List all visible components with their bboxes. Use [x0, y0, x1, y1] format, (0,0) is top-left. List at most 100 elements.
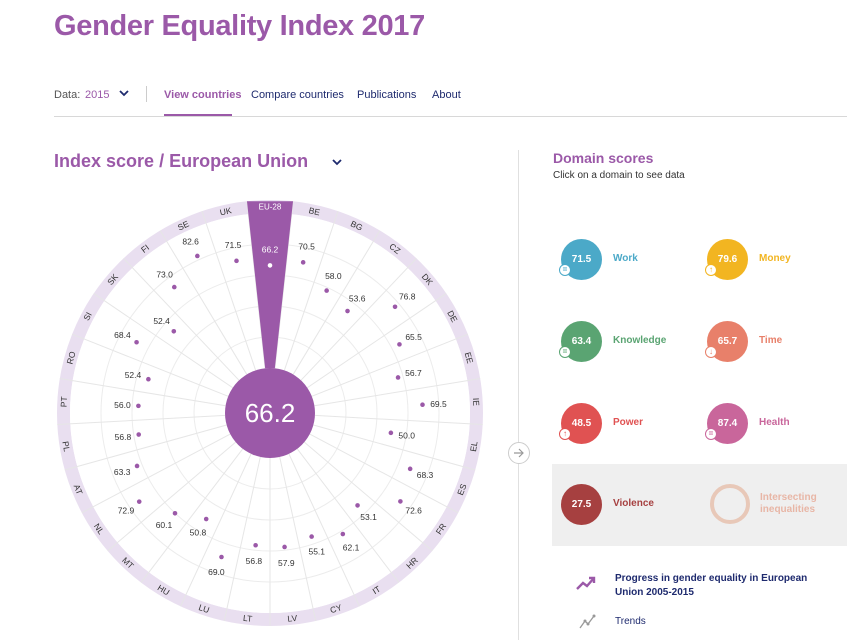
- tab-publications[interactable]: Publications: [357, 89, 417, 101]
- country-label: ES: [455, 482, 469, 497]
- center-circle: [225, 368, 315, 458]
- domain-health[interactable]: 87.4 = Health: [699, 400, 849, 450]
- grid-line: [93, 293, 234, 389]
- domain-time[interactable]: 65.7 ↓ Time: [699, 318, 849, 368]
- domain-scores-title: Domain scores: [553, 150, 654, 166]
- country-label: LV: [287, 613, 298, 624]
- trend-up-arrow-icon: [576, 576, 596, 590]
- grid-line: [300, 258, 417, 381]
- data-point: [195, 253, 200, 259]
- data-point: [324, 288, 329, 293]
- data-label: 58.0: [325, 271, 342, 281]
- trends-link[interactable]: Trends: [615, 616, 646, 627]
- grid-line: [57, 414, 226, 426]
- data-point: [395, 375, 401, 380]
- grid-line: [309, 433, 459, 514]
- data-year-label: Data:: [54, 89, 81, 101]
- data-point: [171, 284, 177, 290]
- data-label: 55.1: [308, 547, 325, 557]
- domain-scores-subtitle: Click on a domain to see data: [553, 170, 685, 181]
- grid-line: [123, 258, 240, 381]
- country-label: EL: [468, 440, 480, 452]
- expand-arrow-button[interactable]: [508, 442, 530, 464]
- data-label: 52.4: [153, 316, 170, 326]
- data-point: [134, 463, 140, 469]
- domain-label: Money: [759, 253, 791, 264]
- domain-violence[interactable]: 27.5 Violence: [553, 481, 703, 531]
- domain-money[interactable]: 79.6 ↑ Money: [699, 236, 849, 286]
- grid-line: [59, 378, 226, 407]
- center-score: 66.2: [245, 398, 296, 428]
- domain-knowledge[interactable]: 63.4 = Knowledge: [553, 318, 703, 368]
- data-point: [355, 503, 360, 508]
- data-label: 56.8: [115, 432, 132, 442]
- data-label: 60.1: [156, 520, 173, 530]
- chevron-down-icon[interactable]: [118, 87, 130, 99]
- data-label: 53.1: [360, 512, 377, 522]
- data-label: 53.6: [349, 293, 366, 303]
- data-label: 70.5: [298, 242, 315, 252]
- data-label: 56.8: [246, 556, 263, 566]
- nav-separator: [146, 86, 147, 102]
- tab-about[interactable]: About: [432, 89, 461, 101]
- country-label: IT: [371, 584, 383, 596]
- data-point: [300, 260, 306, 265]
- country-label: LU: [197, 602, 210, 615]
- data-label: 50.8: [190, 528, 207, 538]
- data-point: [345, 308, 350, 314]
- country-label: SE: [176, 219, 191, 233]
- data-label: 52.4: [125, 370, 142, 380]
- domain-label: Time: [759, 335, 783, 346]
- country-label: SI: [81, 310, 94, 322]
- data-point: [146, 376, 151, 382]
- chevron-down-icon[interactable]: [331, 156, 343, 168]
- data-label: 63.3: [114, 467, 131, 477]
- grid-line: [64, 424, 227, 471]
- data-point: [388, 430, 394, 436]
- grid-line: [314, 414, 483, 426]
- data-point: [407, 466, 413, 472]
- progress-link[interactable]: Progress in gender equality in European …: [615, 573, 808, 598]
- data-label: 66.2: [262, 244, 279, 254]
- grid-line: [313, 424, 476, 471]
- country-label: BG: [349, 218, 364, 232]
- data-point: [267, 263, 273, 268]
- data-point: [136, 403, 141, 409]
- country-label: AT: [72, 483, 85, 496]
- data-label: 56.7: [405, 368, 422, 378]
- intersecting-inequalities-ring[interactable]: [710, 484, 750, 524]
- grid-line: [180, 453, 252, 607]
- grid-line: [71, 333, 229, 397]
- vertical-divider: [518, 150, 519, 640]
- data-label: 72.6: [405, 505, 422, 515]
- grid-line: [296, 448, 400, 583]
- data-point: [397, 342, 402, 347]
- trend-up-icon: ↑: [705, 264, 717, 276]
- country-label: CY: [329, 602, 344, 615]
- domain-score-circle: 27.5: [561, 484, 602, 525]
- region-select[interactable]: European Union: [169, 151, 309, 171]
- domain-work[interactable]: 71.5 = Work: [553, 236, 703, 286]
- data-label: 56.0: [114, 400, 131, 410]
- grid-line: [223, 456, 261, 622]
- domain-label: Power: [613, 417, 644, 428]
- country-label: EE: [463, 351, 476, 365]
- intersecting-inequalities-label[interactable]: Intersecting inequalities: [760, 492, 817, 515]
- domain-label: Work: [613, 253, 638, 264]
- data-year-select[interactable]: 2015: [85, 89, 110, 101]
- trends-line-icon: [579, 614, 596, 629]
- grid-line: [159, 230, 248, 375]
- tab-compare-countries[interactable]: Compare countries: [251, 89, 344, 101]
- trend-equal-icon: =: [559, 264, 571, 276]
- tab-view-countries[interactable]: View countries: [164, 89, 242, 101]
- page-title: Gender Equality Index 2017: [54, 10, 425, 42]
- data-point: [420, 402, 425, 408]
- country-label: UK: [219, 205, 233, 217]
- data-label: 69.0: [208, 567, 225, 577]
- highlight-wedge: [246, 201, 294, 369]
- grid-line: [107, 441, 237, 552]
- domain-power[interactable]: 48.5 ↑ Power: [553, 400, 703, 450]
- data-point: [219, 554, 224, 560]
- index-label: Index score: [54, 151, 155, 171]
- index-heading: Index score / European Union: [54, 151, 308, 172]
